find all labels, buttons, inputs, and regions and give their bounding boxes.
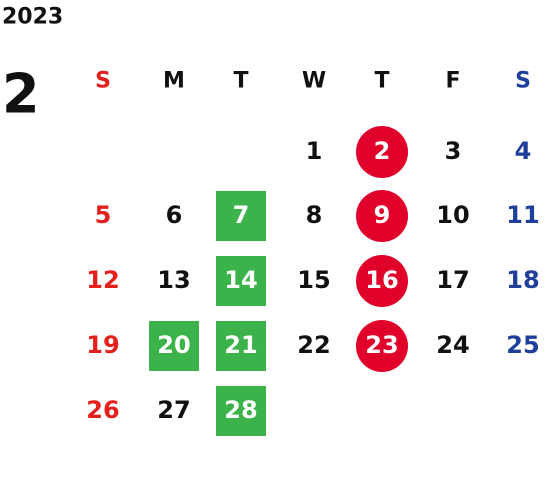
highlight-box [216, 386, 266, 436]
day-number: 10 [436, 201, 469, 229]
day-number: 6 [166, 201, 183, 229]
weekday-label: T [374, 69, 389, 94]
day-number: 12 [86, 266, 119, 294]
day-number: 17 [436, 266, 469, 294]
day-number: 9 [374, 201, 391, 229]
holiday-circle [356, 190, 408, 242]
day-number: 20 [157, 331, 190, 359]
day-number: 14 [224, 266, 257, 294]
year: 2023 [2, 5, 63, 30]
weekday-label: F [445, 69, 460, 94]
weekday-label: S [515, 69, 531, 94]
day-number: 28 [224, 396, 257, 424]
holiday-circle [356, 320, 408, 372]
day-number: 16 [365, 266, 398, 294]
day-number: 15 [297, 266, 330, 294]
weekday-label: T [233, 69, 248, 94]
day-number: 27 [157, 396, 190, 424]
holiday-circle [356, 126, 408, 178]
day-number: 24 [436, 331, 469, 359]
day-number: 2 [374, 137, 391, 165]
day-number: 25 [506, 331, 539, 359]
day-number: 1 [306, 137, 323, 165]
day-number: 7 [233, 201, 250, 229]
day-number: 22 [297, 331, 330, 359]
day-number: 21 [224, 331, 257, 359]
weekday-label: S [95, 69, 111, 94]
day-number: 4 [515, 137, 532, 165]
day-number: 19 [86, 331, 119, 359]
day-number: 18 [506, 266, 539, 294]
highlight-box [216, 321, 266, 371]
highlight-box [149, 321, 199, 371]
holiday-circle [356, 255, 408, 307]
day-number: 8 [306, 201, 323, 229]
highlight-box [216, 191, 266, 241]
month: 2 [2, 63, 40, 126]
day-number: 23 [365, 331, 398, 359]
day-number: 11 [506, 201, 539, 229]
weekday-label: M [163, 69, 185, 94]
highlight-box [216, 256, 266, 306]
day-number: 3 [445, 137, 462, 165]
day-number: 13 [157, 266, 190, 294]
day-number: 5 [95, 201, 112, 229]
weekday-label: W [302, 69, 326, 94]
day-number: 26 [86, 396, 119, 424]
